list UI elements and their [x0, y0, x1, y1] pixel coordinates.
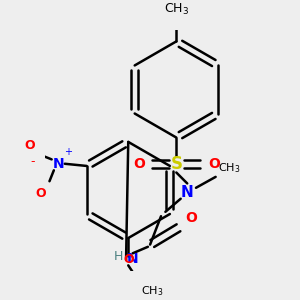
Text: O: O: [123, 254, 134, 266]
Text: CH$_3$: CH$_3$: [218, 161, 240, 175]
Text: N: N: [127, 252, 139, 266]
Text: +: +: [64, 147, 72, 157]
Text: N: N: [181, 185, 194, 200]
Text: H: H: [113, 250, 123, 263]
Text: CH$_3$: CH$_3$: [141, 284, 164, 298]
Text: O: O: [36, 187, 46, 200]
Text: O: O: [133, 157, 145, 171]
Text: O: O: [25, 139, 35, 152]
Text: N: N: [52, 157, 64, 171]
Text: O: O: [208, 157, 220, 171]
Text: O: O: [185, 211, 197, 225]
Text: CH$_3$: CH$_3$: [164, 2, 189, 17]
Text: S: S: [170, 155, 182, 173]
Text: -: -: [31, 155, 35, 168]
